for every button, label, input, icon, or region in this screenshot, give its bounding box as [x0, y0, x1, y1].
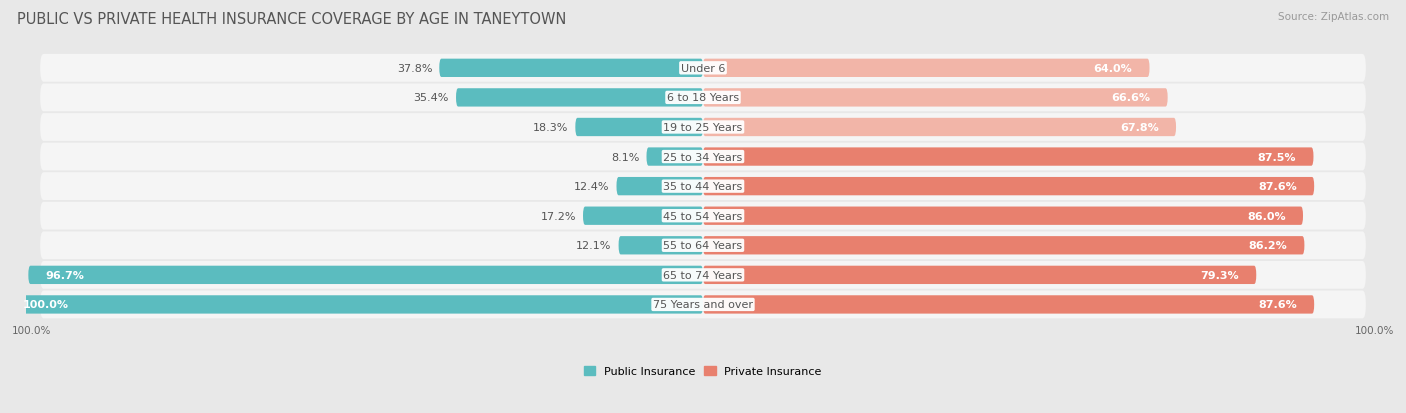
FancyBboxPatch shape	[703, 89, 1167, 107]
Text: 67.8%: 67.8%	[1119, 123, 1159, 133]
Text: PUBLIC VS PRIVATE HEALTH INSURANCE COVERAGE BY AGE IN TANEYTOWN: PUBLIC VS PRIVATE HEALTH INSURANCE COVER…	[17, 12, 567, 27]
FancyBboxPatch shape	[456, 89, 703, 107]
Text: 6 to 18 Years: 6 to 18 Years	[666, 93, 740, 103]
Text: 35 to 44 Years: 35 to 44 Years	[664, 182, 742, 192]
FancyBboxPatch shape	[41, 55, 1365, 83]
FancyBboxPatch shape	[583, 207, 703, 225]
FancyBboxPatch shape	[616, 178, 703, 196]
FancyBboxPatch shape	[41, 84, 1365, 112]
Text: 17.2%: 17.2%	[540, 211, 576, 221]
Text: 8.1%: 8.1%	[612, 152, 640, 162]
FancyBboxPatch shape	[647, 148, 703, 166]
FancyBboxPatch shape	[28, 266, 703, 284]
Text: 37.8%: 37.8%	[396, 64, 432, 74]
Text: 64.0%: 64.0%	[1094, 64, 1132, 74]
Text: 96.7%: 96.7%	[46, 270, 84, 280]
FancyBboxPatch shape	[41, 261, 1365, 289]
FancyBboxPatch shape	[41, 291, 1365, 318]
FancyBboxPatch shape	[703, 266, 1257, 284]
Text: 75 Years and over: 75 Years and over	[652, 300, 754, 310]
FancyBboxPatch shape	[41, 173, 1365, 201]
Text: 79.3%: 79.3%	[1201, 270, 1239, 280]
Text: 100.0%: 100.0%	[13, 325, 52, 335]
FancyBboxPatch shape	[41, 143, 1365, 171]
FancyBboxPatch shape	[6, 296, 703, 314]
Text: 55 to 64 Years: 55 to 64 Years	[664, 241, 742, 251]
Text: 100.0%: 100.0%	[22, 300, 69, 310]
FancyBboxPatch shape	[619, 237, 703, 255]
FancyBboxPatch shape	[41, 202, 1365, 230]
Text: 87.6%: 87.6%	[1258, 300, 1296, 310]
FancyBboxPatch shape	[41, 232, 1365, 259]
Text: 87.5%: 87.5%	[1257, 152, 1296, 162]
Text: 45 to 54 Years: 45 to 54 Years	[664, 211, 742, 221]
Text: 65 to 74 Years: 65 to 74 Years	[664, 270, 742, 280]
Text: 18.3%: 18.3%	[533, 123, 568, 133]
Text: 86.0%: 86.0%	[1247, 211, 1285, 221]
FancyBboxPatch shape	[703, 207, 1303, 225]
Text: 35.4%: 35.4%	[413, 93, 449, 103]
Text: Source: ZipAtlas.com: Source: ZipAtlas.com	[1278, 12, 1389, 22]
Text: 87.6%: 87.6%	[1258, 182, 1296, 192]
FancyBboxPatch shape	[703, 119, 1175, 137]
FancyBboxPatch shape	[575, 119, 703, 137]
FancyBboxPatch shape	[703, 296, 1315, 314]
Text: Under 6: Under 6	[681, 64, 725, 74]
FancyBboxPatch shape	[41, 114, 1365, 142]
Text: 100.0%: 100.0%	[1354, 325, 1393, 335]
FancyBboxPatch shape	[703, 59, 1150, 78]
Legend: Public Insurance, Private Insurance: Public Insurance, Private Insurance	[579, 362, 827, 381]
Text: 12.4%: 12.4%	[574, 182, 610, 192]
Text: 66.6%: 66.6%	[1111, 93, 1150, 103]
FancyBboxPatch shape	[703, 178, 1315, 196]
FancyBboxPatch shape	[439, 59, 703, 78]
FancyBboxPatch shape	[703, 148, 1313, 166]
Text: 86.2%: 86.2%	[1249, 241, 1286, 251]
FancyBboxPatch shape	[703, 237, 1305, 255]
Text: 12.1%: 12.1%	[576, 241, 612, 251]
Text: 25 to 34 Years: 25 to 34 Years	[664, 152, 742, 162]
Text: 19 to 25 Years: 19 to 25 Years	[664, 123, 742, 133]
